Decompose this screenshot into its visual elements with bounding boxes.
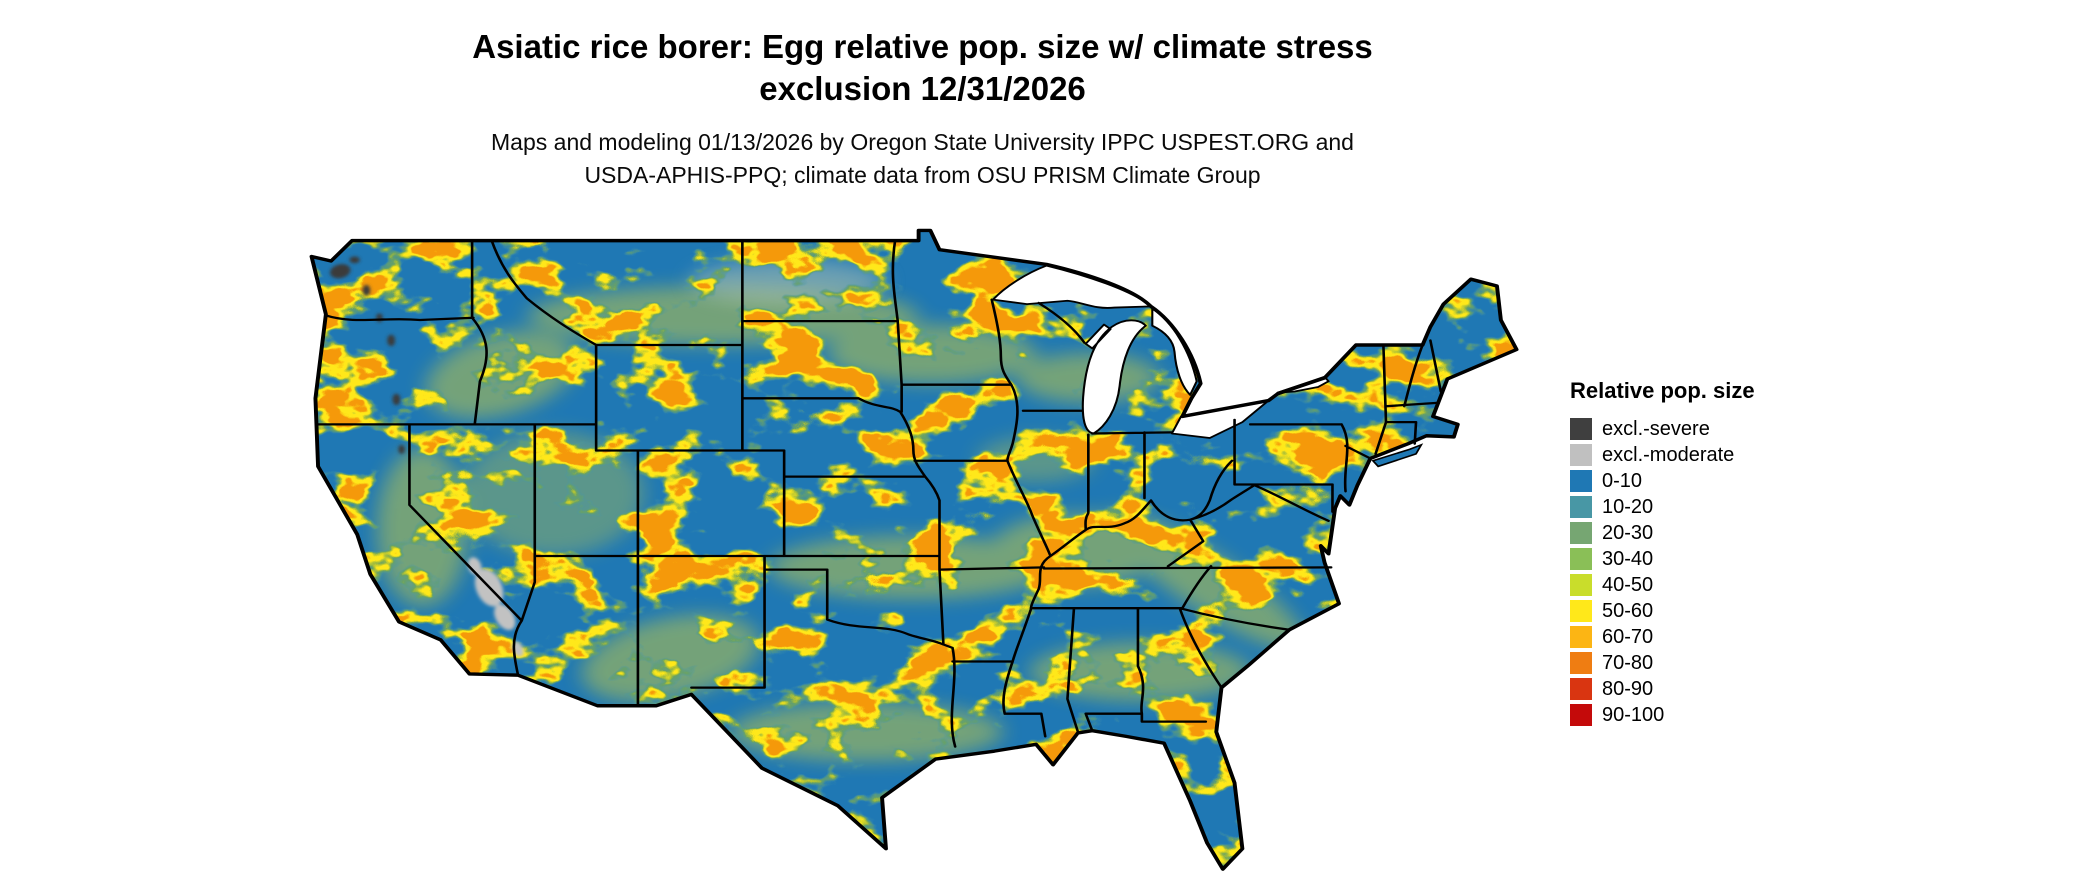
- page-title-line1: Asiatic rice borer: Egg relative pop. si…: [472, 28, 1373, 65]
- legend-item: 10-20: [1570, 494, 1755, 520]
- legend-swatch: [1570, 678, 1592, 700]
- legend-items: excl.-severe excl.-moderate 0-10 10-20 20-30…: [1570, 416, 1755, 728]
- legend-swatch: [1570, 548, 1592, 570]
- legend-swatch: [1570, 652, 1592, 674]
- legend-item: 80-90: [1570, 676, 1755, 702]
- legend-label: 60-70: [1602, 626, 1654, 648]
- figure-subtitle: Maps and modeling 01/13/2026 by Oregon S…: [0, 126, 1845, 192]
- legend-label: 70-80: [1602, 652, 1654, 674]
- legend-swatch: [1570, 704, 1592, 726]
- legend-item: 20-30: [1570, 520, 1755, 546]
- legend-item: 70-80: [1570, 650, 1755, 676]
- legend-item: excl.-moderate: [1570, 442, 1755, 468]
- great-lakes: [991, 264, 1330, 439]
- legend-swatch: [1570, 444, 1592, 466]
- legend-item: 60-70: [1570, 624, 1755, 650]
- subtitle-line2: USDA-APHIS-PPQ; climate data from OSU PR…: [584, 162, 1261, 188]
- legend-label: 90-100: [1602, 704, 1665, 726]
- legend-item: excl.-severe: [1570, 416, 1755, 442]
- legend-label: 50-60: [1602, 600, 1654, 622]
- legend-swatch: [1570, 418, 1592, 440]
- page-title-line2: exclusion 12/31/2026: [759, 70, 1086, 107]
- legend-item: 0-10: [1570, 468, 1755, 494]
- long-island: [1371, 443, 1424, 468]
- legend-swatch: [1570, 574, 1592, 596]
- legend-swatch: [1570, 522, 1592, 544]
- legend-label: 80-90: [1602, 678, 1654, 700]
- subtitle-line1: Maps and modeling 01/13/2026 by Oregon S…: [491, 129, 1354, 155]
- legend-item: 50-60: [1570, 598, 1755, 624]
- legend-swatch: [1570, 470, 1592, 492]
- legend-item: 30-40: [1570, 546, 1755, 572]
- figure-header: Asiatic rice borer: Egg relative pop. si…: [0, 26, 1845, 192]
- legend-swatch: [1570, 626, 1592, 648]
- legend-label: 0-10: [1602, 470, 1643, 492]
- legend-item: 40-50: [1570, 572, 1755, 598]
- legend-item: 90-100: [1570, 702, 1755, 728]
- legend-label: excl.-severe: [1602, 418, 1710, 440]
- legend-swatch: [1570, 600, 1592, 622]
- map-legend: Relative pop. size excl.-severe excl.-mod…: [1570, 378, 1755, 728]
- legend-label: 30-40: [1602, 548, 1654, 570]
- us-map: [309, 228, 1519, 872]
- legend-title: Relative pop. size: [1570, 378, 1755, 403]
- state-borders: [315, 239, 1443, 748]
- legend-swatch: [1570, 496, 1592, 518]
- legend-label: excl.-moderate: [1602, 444, 1735, 466]
- legend-label: 20-30: [1602, 522, 1654, 544]
- legend-label: 10-20: [1602, 496, 1654, 518]
- population-speckle-layers: [311, 230, 1517, 870]
- legend-label: 40-50: [1602, 574, 1654, 596]
